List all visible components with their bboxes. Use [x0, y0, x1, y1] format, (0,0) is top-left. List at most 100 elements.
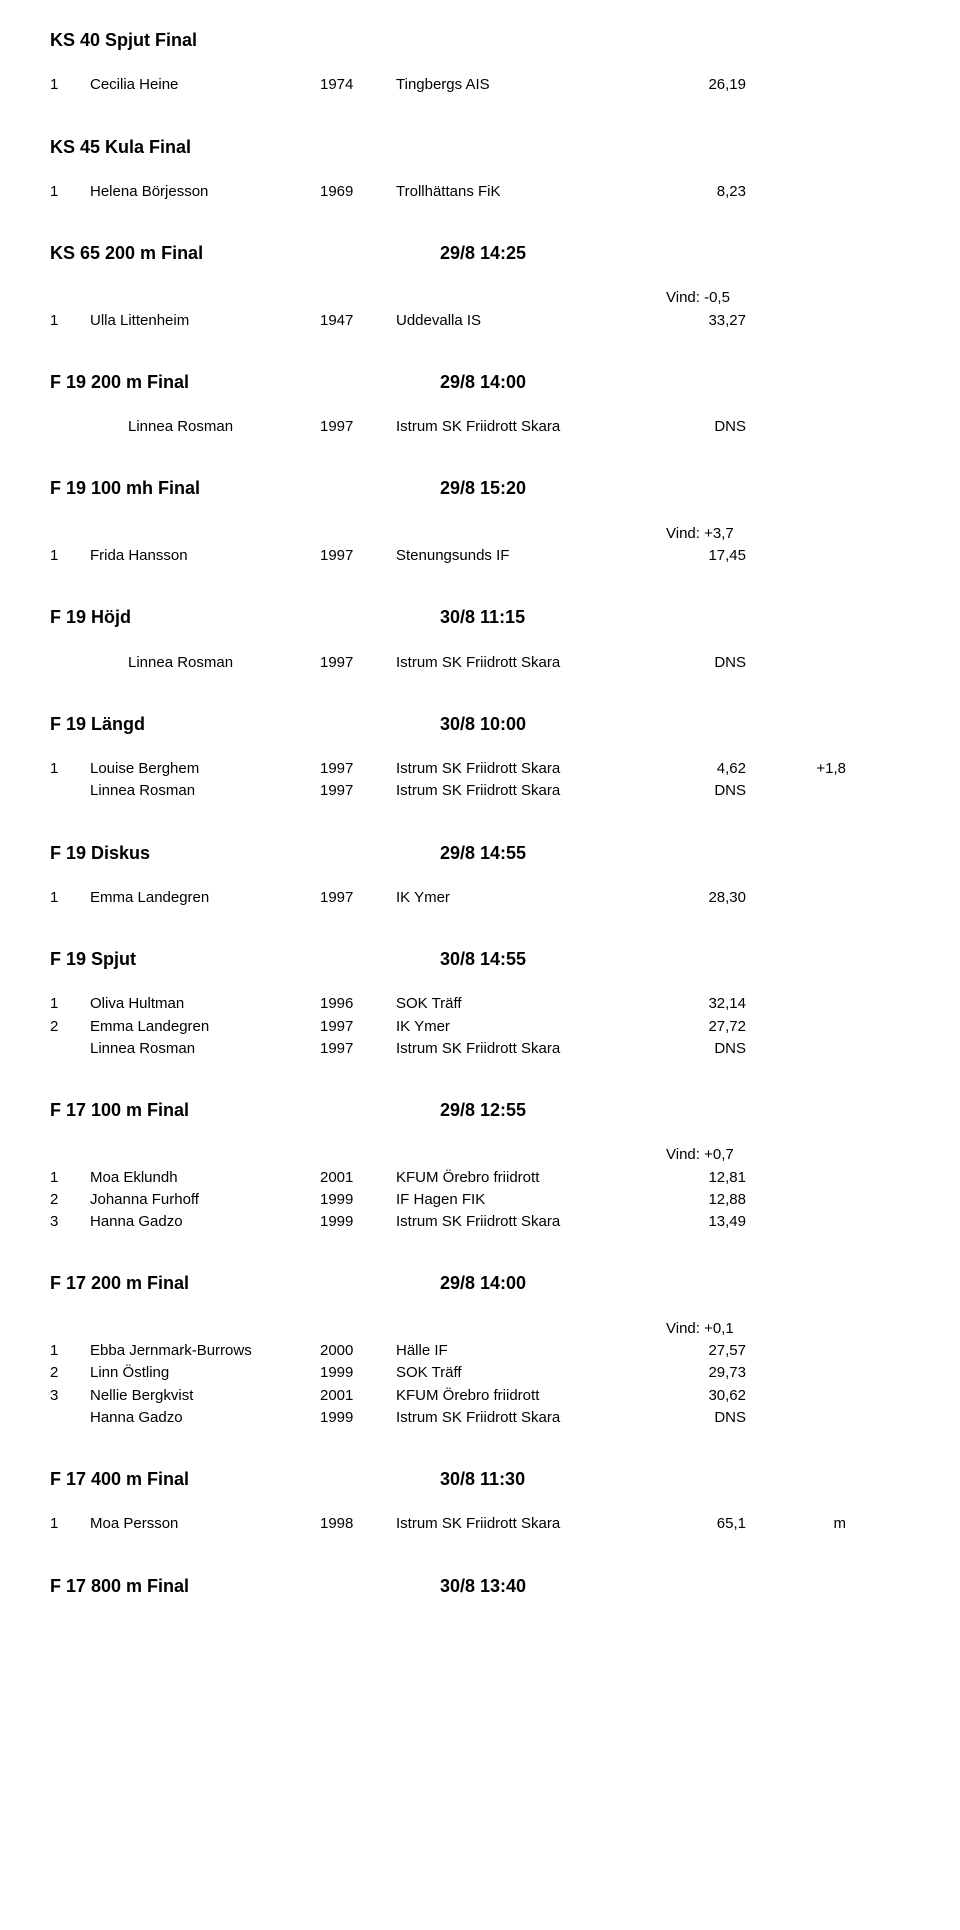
- athlete-name: Linn Östling: [90, 1363, 320, 1383]
- club-name: Stenungsunds IF: [396, 546, 666, 566]
- club-name: SOK Träff: [396, 994, 666, 1014]
- club-name: Uddevalla IS: [396, 311, 666, 331]
- result-row: 2Johanna Furhoff1999IF Hagen FIK12,88: [50, 1189, 910, 1211]
- wind-value: Vind: +3,7: [666, 524, 786, 544]
- pos: 2: [50, 1017, 90, 1037]
- result-value: 30,62: [666, 1386, 746, 1406]
- result-value: 27,72: [666, 1017, 746, 1037]
- result-value: DNS: [666, 1039, 746, 1059]
- club-name: Istrum SK Friidrott Skara: [396, 1408, 666, 1428]
- result-extra: m: [746, 1514, 846, 1534]
- club-name: SOK Träff: [396, 1363, 666, 1383]
- wind-value: Vind: +0,7: [666, 1145, 786, 1165]
- result-row: 1Moa Persson1998Istrum SK Friidrott Skar…: [50, 1513, 910, 1535]
- result-row: Linnea Rosman1997Istrum SK Friidrott Ska…: [50, 780, 910, 802]
- result-value: 26,19: [666, 75, 746, 95]
- result-value: DNS: [666, 417, 746, 437]
- pos: 3: [50, 1212, 90, 1232]
- athlete-name: Louise Berghem: [90, 759, 320, 779]
- birth-year: 1969: [320, 182, 396, 202]
- athlete-name: Linnea Rosman: [90, 1039, 320, 1059]
- section-time: 29/8 14:00: [440, 370, 620, 394]
- section-header: KS 65 200 m Final29/8 14:25: [50, 241, 910, 265]
- wind-row: Vind: -0,5: [50, 287, 910, 309]
- section-header: F 19 Längd30/8 10:00: [50, 712, 910, 736]
- result-row: 3Hanna Gadzo1999Istrum SK Friidrott Skar…: [50, 1211, 910, 1233]
- club-name: IK Ymer: [396, 888, 666, 908]
- result-value: 12,81: [666, 1168, 746, 1188]
- pos: 1: [50, 888, 90, 908]
- result-row: 2Emma Landegren1997IK Ymer27,72: [50, 1016, 910, 1038]
- section-time: 29/8 14:00: [440, 1271, 620, 1295]
- club-name: KFUM Örebro friidrott: [396, 1168, 666, 1188]
- pos: 1: [50, 311, 90, 331]
- section-time: 29/8 14:25: [440, 241, 620, 265]
- result-value: 27,57: [666, 1341, 746, 1361]
- birth-year: 1997: [320, 653, 396, 673]
- result-row: 1Cecilia Heine1974Tingbergs AIS26,19: [50, 74, 910, 96]
- results-section: F 19 Spjut30/8 14:551Oliva Hultman1996SO…: [50, 947, 910, 1060]
- result-row: 1Oliva Hultman1996SOK Träff32,14: [50, 993, 910, 1015]
- result-value: 17,45: [666, 546, 746, 566]
- birth-year: 1997: [320, 1017, 396, 1037]
- club-name: Istrum SK Friidrott Skara: [396, 653, 666, 673]
- results-section: F 19 Längd30/8 10:00 1Louise Berghem1997I…: [50, 712, 910, 803]
- result-value: DNS: [666, 1408, 746, 1428]
- results-section: F 19 100 mh Final29/8 15:20Vind: +3,71Fr…: [50, 476, 910, 567]
- birth-year: 1997: [320, 759, 396, 779]
- section-header: F 19 100 mh Final29/8 15:20: [50, 476, 910, 500]
- section-title: F 19 100 mh Final: [50, 476, 440, 500]
- athlete-name: Nellie Bergkvist: [90, 1386, 320, 1406]
- pos: 3: [50, 1386, 90, 1406]
- wind-value: Vind: -0,5: [666, 288, 786, 308]
- club-name: IF Hagen FIK: [396, 1190, 666, 1210]
- birth-year: 1999: [320, 1190, 396, 1210]
- birth-year: 1996: [320, 994, 396, 1014]
- result-row: 3Nellie Bergkvist2001KFUM Örebro friidro…: [50, 1385, 910, 1407]
- athlete-name: Oliva Hultman: [90, 994, 320, 1014]
- athlete-name: Helena Börjesson: [90, 182, 320, 202]
- section-title: F 17 200 m Final: [50, 1271, 440, 1295]
- result-row: Linnea Rosman1997Istrum SK Friidrott Ska…: [50, 1038, 910, 1060]
- result-row: 1Emma Landegren1997IK Ymer28,30: [50, 887, 910, 909]
- section-header: F 17 100 m Final29/8 12:55: [50, 1098, 910, 1122]
- section-header: F 19 200 m Final29/8 14:00: [50, 370, 910, 394]
- result-row: 1Louise Berghem1997Istrum SK Friidrott S…: [50, 758, 910, 780]
- pos: 1: [50, 994, 90, 1014]
- athlete-name: Moa Eklundh: [90, 1168, 320, 1188]
- results-document: KS 40 Spjut Final1Cecilia Heine1974Tingb…: [50, 28, 910, 1598]
- section-time: 30/8 10:00: [440, 712, 620, 736]
- wind-row: Vind: +3,7: [50, 523, 910, 545]
- section-title: F 19 Höjd: [50, 605, 440, 629]
- section-title: F 19 Längd: [50, 712, 440, 736]
- result-value: 32,14: [666, 994, 746, 1014]
- result-row: Linnea Rosman1997Istrum SK Friidrott Ska…: [50, 416, 910, 438]
- birth-year: 1998: [320, 1514, 396, 1534]
- birth-year: 1999: [320, 1408, 396, 1428]
- birth-year: 1997: [320, 417, 396, 437]
- athlete-name: Cecilia Heine: [90, 75, 320, 95]
- section-header: F 17 800 m Final30/8 13:40: [50, 1574, 910, 1598]
- athlete-name: Hanna Gadzo: [90, 1408, 320, 1428]
- results-section: KS 45 Kula Final1Helena Börjesson1969Tro…: [50, 135, 910, 204]
- club-name: Trollhättans FiK: [396, 182, 666, 202]
- section-title: KS 40 Spjut Final: [50, 28, 440, 52]
- section-title: F 19 200 m Final: [50, 370, 440, 394]
- section-header: F 19 Höjd30/8 11:15: [50, 605, 910, 629]
- result-value: 33,27: [666, 311, 746, 331]
- club-name: Hälle IF: [396, 1341, 666, 1361]
- result-row: 1Moa Eklundh2001KFUM Örebro friidrott12,…: [50, 1167, 910, 1189]
- section-time: 29/8 14:55: [440, 841, 620, 865]
- birth-year: 1997: [320, 546, 396, 566]
- birth-year: 1997: [320, 1039, 396, 1059]
- birth-year: 1974: [320, 75, 396, 95]
- result-value: 28,30: [666, 888, 746, 908]
- club-name: Istrum SK Friidrott Skara: [396, 1514, 666, 1534]
- club-name: Tingbergs AIS: [396, 75, 666, 95]
- birth-year: 1999: [320, 1363, 396, 1383]
- athlete-name: Ebba Jernmark-Burrows: [90, 1341, 320, 1361]
- section-title: F 19 Spjut: [50, 947, 440, 971]
- result-value: 8,23: [666, 182, 746, 202]
- section-time: 30/8 13:40: [440, 1574, 620, 1598]
- athlete-name: Frida Hansson: [90, 546, 320, 566]
